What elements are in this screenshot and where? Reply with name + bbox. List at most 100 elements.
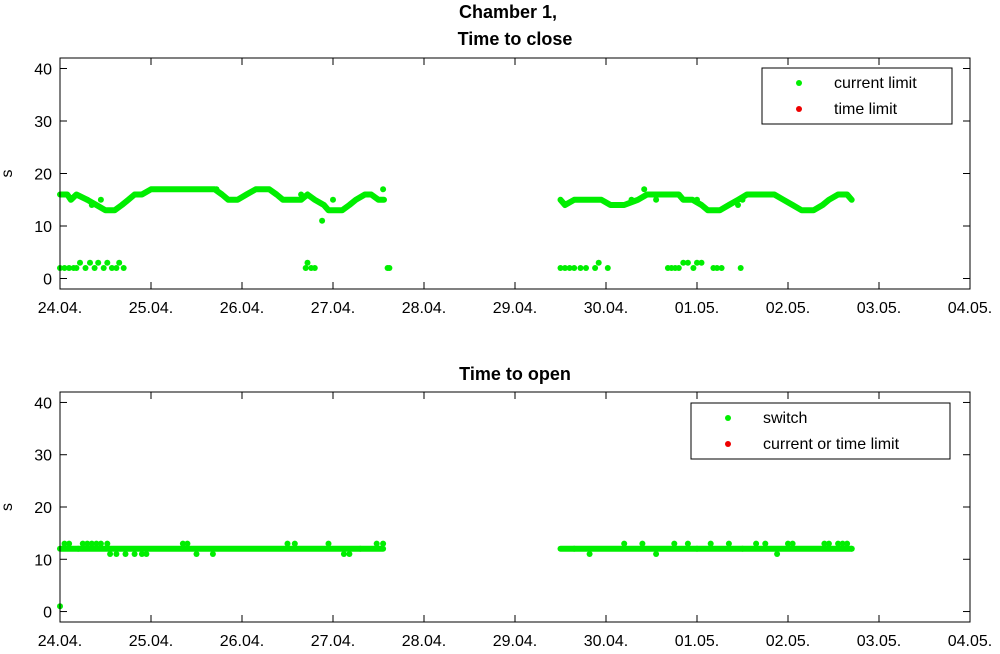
data-point — [671, 540, 678, 547]
data-point — [774, 551, 781, 557]
data-point — [595, 259, 602, 266]
x-tick-label: 30.04. — [584, 300, 628, 317]
data-point — [179, 540, 186, 547]
x-tick-label: 25.04. — [129, 300, 173, 317]
data-point — [284, 540, 291, 547]
data-point — [82, 265, 89, 271]
data-point — [604, 265, 611, 271]
legend-marker — [796, 106, 802, 112]
data-point — [87, 259, 93, 266]
data-point — [694, 196, 700, 203]
figure-title: Chamber 1, — [459, 2, 557, 22]
data-point — [739, 545, 746, 552]
x-tick-label: 27.04. — [311, 300, 355, 317]
data-point — [97, 540, 104, 547]
data-point — [785, 540, 791, 547]
data-point — [639, 540, 646, 547]
data-point — [848, 545, 855, 552]
legend-entry: current limit — [834, 75, 917, 92]
data-point — [628, 196, 635, 203]
data-point — [571, 265, 578, 271]
data-point — [571, 545, 578, 552]
x-tick-label: 04.05. — [948, 300, 992, 317]
data-point — [762, 540, 769, 547]
x-tick-label: 27.04. — [311, 633, 355, 650]
data-point — [694, 259, 700, 266]
x-tick-label: 26.04. — [220, 300, 264, 317]
data-point — [91, 265, 98, 271]
x-tick-label: 26.04. — [220, 633, 264, 650]
data-point — [340, 551, 347, 557]
data-point — [79, 540, 86, 547]
legend-entry: switch — [763, 410, 807, 427]
x-tick-label: 01.05. — [675, 300, 719, 317]
data-point — [592, 265, 599, 271]
data-point — [562, 265, 568, 271]
chart-panel-time-to-open: Time to open s 0 10 20 30 40 24.04. 25.04. 26.04.… — [0, 364, 992, 650]
data-point — [753, 540, 760, 547]
data-point — [557, 265, 564, 271]
x-tick-label: 03.05. — [857, 300, 901, 317]
data-point — [113, 551, 120, 557]
data-point — [825, 540, 832, 547]
data-point — [131, 551, 138, 557]
y-tick-label: 10 — [34, 219, 52, 236]
plot-area — [57, 186, 855, 271]
x-tick-label: 03.05. — [857, 633, 901, 650]
data-point — [298, 191, 305, 198]
y-tick-label: 0 — [43, 605, 52, 622]
data-point — [386, 265, 393, 271]
data-point — [84, 196, 91, 203]
y-tick-label: 30 — [34, 448, 52, 465]
data-point — [330, 196, 336, 203]
data-point — [120, 265, 127, 271]
data-point — [739, 196, 746, 203]
data-point — [66, 265, 73, 271]
legend: switch current or time limit — [690, 402, 951, 460]
legend-box — [690, 402, 951, 460]
data-point — [291, 540, 298, 547]
legend-marker — [725, 415, 731, 421]
data-point — [835, 540, 842, 547]
data-point — [84, 540, 91, 547]
data-point — [373, 540, 380, 547]
legend: current limit time limit — [761, 67, 953, 125]
data-point — [690, 265, 697, 271]
data-point — [698, 259, 705, 266]
data-point — [737, 265, 744, 271]
legend-marker — [796, 80, 802, 86]
data-point — [648, 191, 655, 198]
data-point — [566, 265, 573, 271]
x-tick-label: 01.05. — [675, 633, 719, 650]
data-point — [75, 545, 82, 552]
data-point — [641, 186, 648, 193]
x-tick-label: 29.04. — [493, 300, 537, 317]
data-point — [95, 259, 102, 266]
y-tick-label: 40 — [34, 62, 52, 79]
data-point — [104, 259, 111, 266]
y-tick-label: 40 — [34, 395, 52, 412]
data-point — [97, 196, 104, 203]
x-tick-label: 04.05. — [948, 633, 992, 650]
x-tick-label: 28.04. — [402, 633, 446, 650]
y-tick-label: 30 — [34, 114, 52, 131]
data-point — [193, 551, 200, 557]
data-point — [100, 265, 107, 271]
y-tick-label: 0 — [43, 272, 52, 289]
y-tick-label: 10 — [34, 552, 52, 569]
legend-box — [761, 67, 953, 125]
data-point — [583, 265, 589, 271]
data-point — [680, 259, 687, 266]
data-point — [319, 217, 326, 224]
data-point — [694, 545, 700, 552]
legend-entry: current or time limit — [763, 436, 900, 453]
data-point — [61, 540, 68, 547]
y-tick-label: 20 — [34, 500, 52, 517]
data-point — [653, 551, 660, 557]
data-point — [714, 265, 720, 271]
plot-area — [57, 540, 855, 610]
data-point — [380, 540, 387, 547]
x-tick-label: 28.04. — [402, 300, 446, 317]
data-point — [311, 265, 318, 271]
